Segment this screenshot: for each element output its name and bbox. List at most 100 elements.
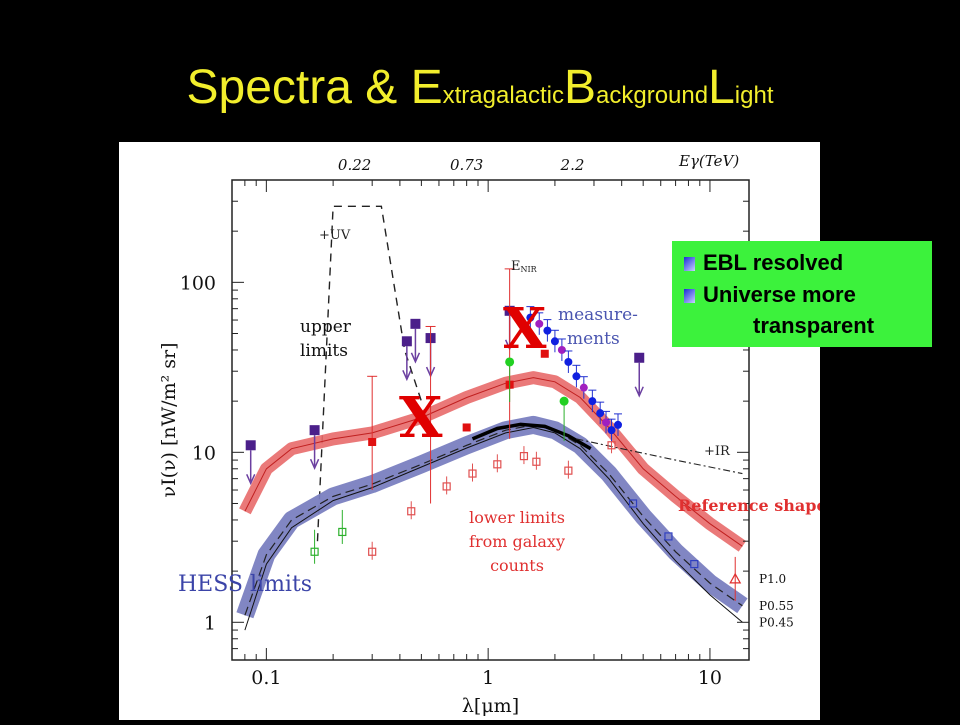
red-point: [540, 349, 549, 358]
x-axis-label: λ[μm]: [462, 695, 519, 717]
red-point: [368, 437, 377, 446]
upper-limit-arrow-head: [246, 473, 256, 486]
legend-label-universe-more: Universe more: [703, 282, 856, 307]
title-ight: ight: [734, 82, 774, 109]
bullet-icon: [684, 257, 695, 271]
open-red-point: [564, 466, 573, 475]
x-tick-label: 0.1: [251, 667, 281, 689]
blue-point: [572, 372, 581, 381]
uv-label: +UV: [319, 228, 351, 243]
top-tick-label: 0.22: [338, 156, 371, 174]
open-triangle-point: [729, 572, 742, 584]
ebl-spectrum-chart: P1.0 P0.55 P0.45 0.1 1 10 1 10 100 0.22 0.73 2.2 Eγ(…: [158, 152, 827, 717]
blue-point: [596, 409, 605, 418]
hess-limits-label: HESS limits: [178, 572, 312, 597]
upper-limit-arrow-head: [634, 386, 644, 398]
series-ir-dashdot: [576, 438, 743, 475]
upper-limits-label-2: limits: [300, 341, 348, 361]
upper-limit-point: [634, 352, 645, 363]
blue-point: [543, 326, 552, 335]
open-blue-point: [664, 532, 673, 541]
lower-limits-label-1: lower limits: [469, 508, 565, 527]
y-tick-label: 100: [180, 272, 216, 294]
upper-limit-point: [401, 336, 412, 347]
lower-limits-label-3: counts: [490, 556, 544, 575]
open-red-point: [368, 547, 377, 556]
x-tick-label: 1: [482, 667, 494, 689]
x-mark-left: X: [399, 385, 443, 451]
blue-point: [607, 426, 616, 435]
blue-point: [602, 418, 611, 427]
upper-limit-point: [410, 318, 421, 329]
legend-box: EBL resolved Universe more transparent: [672, 241, 932, 347]
series-p0-45-line: [244, 426, 743, 631]
x-mark-right: X: [503, 296, 547, 362]
measurements-label-2: ments: [567, 329, 620, 349]
blue-point: [550, 337, 559, 346]
open-red-point: [493, 460, 502, 469]
plot-frame: [231, 179, 750, 661]
legend-item-universe-more: Universe more: [684, 282, 856, 308]
legend-label-transparent: transparent: [753, 313, 875, 338]
upper-limit-point: [309, 425, 320, 436]
green-point: [559, 396, 569, 406]
blue-point: [564, 357, 573, 366]
title-xtragalactic: xtragalactic: [442, 82, 564, 109]
open-blue-point: [690, 559, 699, 569]
title-letter-l: L: [708, 61, 735, 114]
open-red-point: [442, 482, 451, 491]
open-red-point: [607, 441, 616, 450]
title-letter-e: E: [410, 61, 443, 114]
axes-ticks: P1.0 P0.55 P0.45 0.1 1 10 1 10 100 0.22 0.73 2.2 Eγ(…: [158, 152, 794, 717]
title-ackground: ackground: [596, 82, 709, 109]
y-tick-label: 10: [192, 442, 216, 464]
series-p1-0-line: [244, 377, 743, 547]
measurements-label-1: measure-: [558, 305, 638, 325]
open-red-point: [532, 457, 541, 466]
ir-label: +IR: [704, 444, 731, 459]
data-marks: [245, 268, 742, 601]
upper-limits-label-1: upper: [300, 317, 352, 337]
bullet-icon: [684, 289, 695, 303]
chart-panel: P1.0 P0.55 P0.45 0.1 1 10 1 10 100 0.22 0.73 2.2 Eγ(…: [119, 142, 827, 720]
legend-label-ebl-resolved: EBL resolved: [703, 250, 844, 275]
blue-point: [588, 397, 597, 406]
y-tick-label: 1: [204, 612, 216, 634]
open-red-point: [407, 507, 416, 516]
slide-title: Spectra & ExtragalacticBackgroundLight: [0, 60, 960, 115]
legend-item-ebl-resolved: EBL resolved: [684, 250, 843, 276]
series-black-arc: [471, 422, 592, 451]
open-green-point: [310, 547, 319, 556]
top-tick-label: 0.73: [450, 156, 483, 174]
open-blue-point: [628, 499, 638, 508]
legend-item-transparent: transparent: [753, 313, 874, 339]
top-tick-label: 2.2: [560, 156, 585, 174]
title-prefix: Spectra &: [186, 61, 411, 114]
blue-point: [614, 420, 623, 429]
blue-point: [557, 345, 566, 354]
open-green-point: [338, 527, 347, 537]
curve-label-p0-45: P0.45: [759, 615, 794, 629]
lower-limits-label-2: from galaxy: [469, 532, 565, 551]
green-point: [505, 357, 515, 367]
red-point: [426, 428, 435, 437]
top-axis-label: Eγ(TeV): [678, 152, 739, 170]
curve-label-p0-55: P0.55: [759, 599, 794, 613]
enir-label: ENIR: [511, 259, 538, 274]
upper-limit-point: [245, 440, 256, 451]
blue-point: [535, 319, 544, 328]
title-letter-b: B: [564, 61, 597, 114]
series-p0-55-line: [244, 424, 743, 616]
y-axis-label: νI(ν) [nW/m² sr]: [158, 343, 180, 498]
curve-label-p1-0: P1.0: [759, 572, 786, 586]
upper-limit-arrow-head: [402, 369, 412, 382]
upper-limit-arrow-head: [410, 352, 421, 364]
open-red-point: [468, 469, 477, 478]
red-point: [462, 423, 471, 432]
blue-point: [526, 313, 535, 322]
uv-dashed-envelope: [316, 205, 423, 542]
model-bands: [236, 205, 748, 631]
reference-shape-label: Reference shape: [678, 496, 820, 515]
blue-point: [579, 383, 588, 392]
upper-limit-arrow-head: [309, 458, 320, 471]
